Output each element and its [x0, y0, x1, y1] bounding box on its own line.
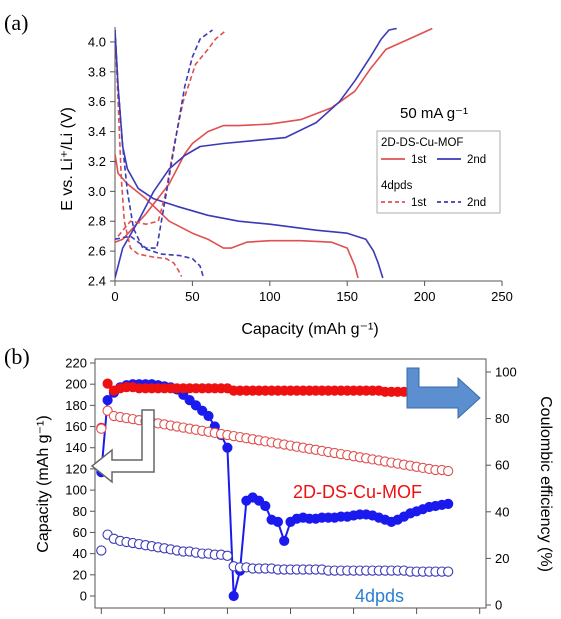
b-left-tick-label: 140 [65, 440, 87, 455]
b-right-tick-label: 100 [495, 365, 517, 380]
b-right-tick-label: 80 [495, 411, 509, 426]
curve-4dpds-2nd [115, 29, 213, 249]
a-xtick-label: 0 [111, 289, 118, 304]
b-left-tick-label: 40 [73, 546, 87, 561]
b-right-tick-label: 60 [495, 458, 509, 473]
a-xtick-label: 50 [185, 289, 199, 304]
point-4dpds-capacity [443, 566, 454, 577]
label-mof: 2D-DS-Cu-MOF [293, 482, 422, 502]
a-ytick-label: 3.4 [88, 124, 106, 139]
a-ytick-label: 3.0 [88, 184, 106, 199]
a-xtick-label: 100 [259, 289, 281, 304]
label-4dpds: 4dpds [355, 586, 404, 606]
b-left-tick-label: 180 [65, 398, 87, 413]
panel-a-y-axis-title: E vs. Li⁺/Li (V) [59, 107, 76, 211]
panel-a-legend: 2D-DS-Cu-MOF 1st 2nd 4dpds 1st 2nd [376, 130, 501, 214]
panel-b-right-axis-title: Coulombic efficiency (%) [537, 396, 554, 572]
panel-a-label: (a) [4, 10, 28, 35]
panel-b-left-axis-title: Capacity (mAh g⁻¹) [35, 415, 52, 552]
panel-a-chart: 0 50 100 150 200 250 2.4 2.6 2.8 3.0 3.2 3.4 3.6 3.8… [59, 27, 513, 338]
b-left-tick-label: 20 [73, 567, 87, 582]
point-2d-ds-cu-mof-capacity [272, 516, 283, 528]
legend-box [376, 130, 501, 214]
point-2d-ds-cu-mof-capacity [222, 442, 233, 453]
point-4dpds-capacity [96, 545, 107, 556]
b-right-tick-label: 40 [495, 504, 509, 519]
a-ytick-label: 2.4 [88, 274, 106, 289]
curve-2d-ds-cu-mof-1st [115, 27, 433, 243]
a-xtick-label: 200 [414, 289, 436, 304]
legend-mof-1st: 1st [411, 154, 427, 166]
point-2d-ds-cu-mof-capacity [203, 410, 214, 422]
a-ytick-label: 3.2 [88, 154, 106, 169]
legend-title-4dpds: 4dpds [381, 180, 413, 192]
point-2d-ds-cu-mof-capacity [443, 498, 454, 509]
legend-4dpds-1st: 1st [411, 197, 427, 209]
b-right-tick-label: 20 [495, 551, 509, 566]
rate-annotation: 50 mA g⁻¹ [400, 105, 468, 122]
b-left-tick-label: 60 [73, 525, 87, 540]
panel-a-x-axis-title: Capacity (mAh g⁻¹) [241, 321, 378, 338]
point-2d-ds-cu-mof-capacity [279, 535, 290, 547]
point-4dpds-capacity [222, 550, 233, 561]
a-ytick-label: 3.8 [88, 64, 106, 79]
a-ytick-label: 2.6 [88, 244, 106, 259]
b-left-tick-label: 0 [80, 589, 87, 604]
a-xtick-label: 250 [491, 289, 513, 304]
curve-2d-ds-cu-mof-2nd [115, 27, 397, 279]
point-2d-ds-cu-mof-capacity [260, 500, 271, 512]
point-2d-ds-cu-mof-capacity [102, 395, 113, 406]
legend-title-mof: 2D-DS-Cu-MOF [381, 137, 463, 149]
b-left-tick-label: 200 [65, 377, 87, 392]
curve-2d-ds-cu-mof-2nd [115, 29, 384, 279]
b-right-tick-label: 0 [495, 598, 502, 613]
b-left-tick-label: 220 [65, 356, 87, 371]
a-ytick-label: 3.6 [88, 94, 106, 109]
right-arrow-icon [406, 367, 481, 420]
point-2d-ds-cu-mof-efficiency [102, 378, 113, 389]
a-ytick-label: 2.8 [88, 214, 106, 229]
curve-2d-ds-cu-mof-1st [115, 153, 359, 279]
point-2d-ds-cu-mof-capacity-open [96, 423, 107, 434]
a-xtick-label: 150 [336, 289, 358, 304]
legend-4dpds-2nd: 2nd [467, 197, 486, 209]
point-2d-ds-cu-mof-capacity-open [443, 465, 454, 477]
curve-4dpds-1st [115, 29, 183, 277]
panel-b-chart: 0 20 40 60 80 100 120 140 160 180 200 220 0 20 40 60 80… [35, 356, 554, 614]
a-ytick-label: 4.0 [88, 34, 106, 49]
curve-4dpds-1st [117, 29, 228, 237]
b-left-tick-label: 80 [73, 504, 87, 519]
left-arrow-icon [90, 409, 155, 484]
b-left-tick-label: 100 [65, 483, 87, 498]
b-left-tick-label: 120 [65, 461, 87, 476]
panel-b-label: (b) [4, 344, 30, 369]
b-left-tick-label: 160 [65, 419, 87, 434]
point-2d-ds-cu-mof-capacity [228, 590, 239, 602]
curve-4dpds-2nd [115, 29, 204, 277]
legend-mof-2nd: 2nd [467, 154, 486, 166]
